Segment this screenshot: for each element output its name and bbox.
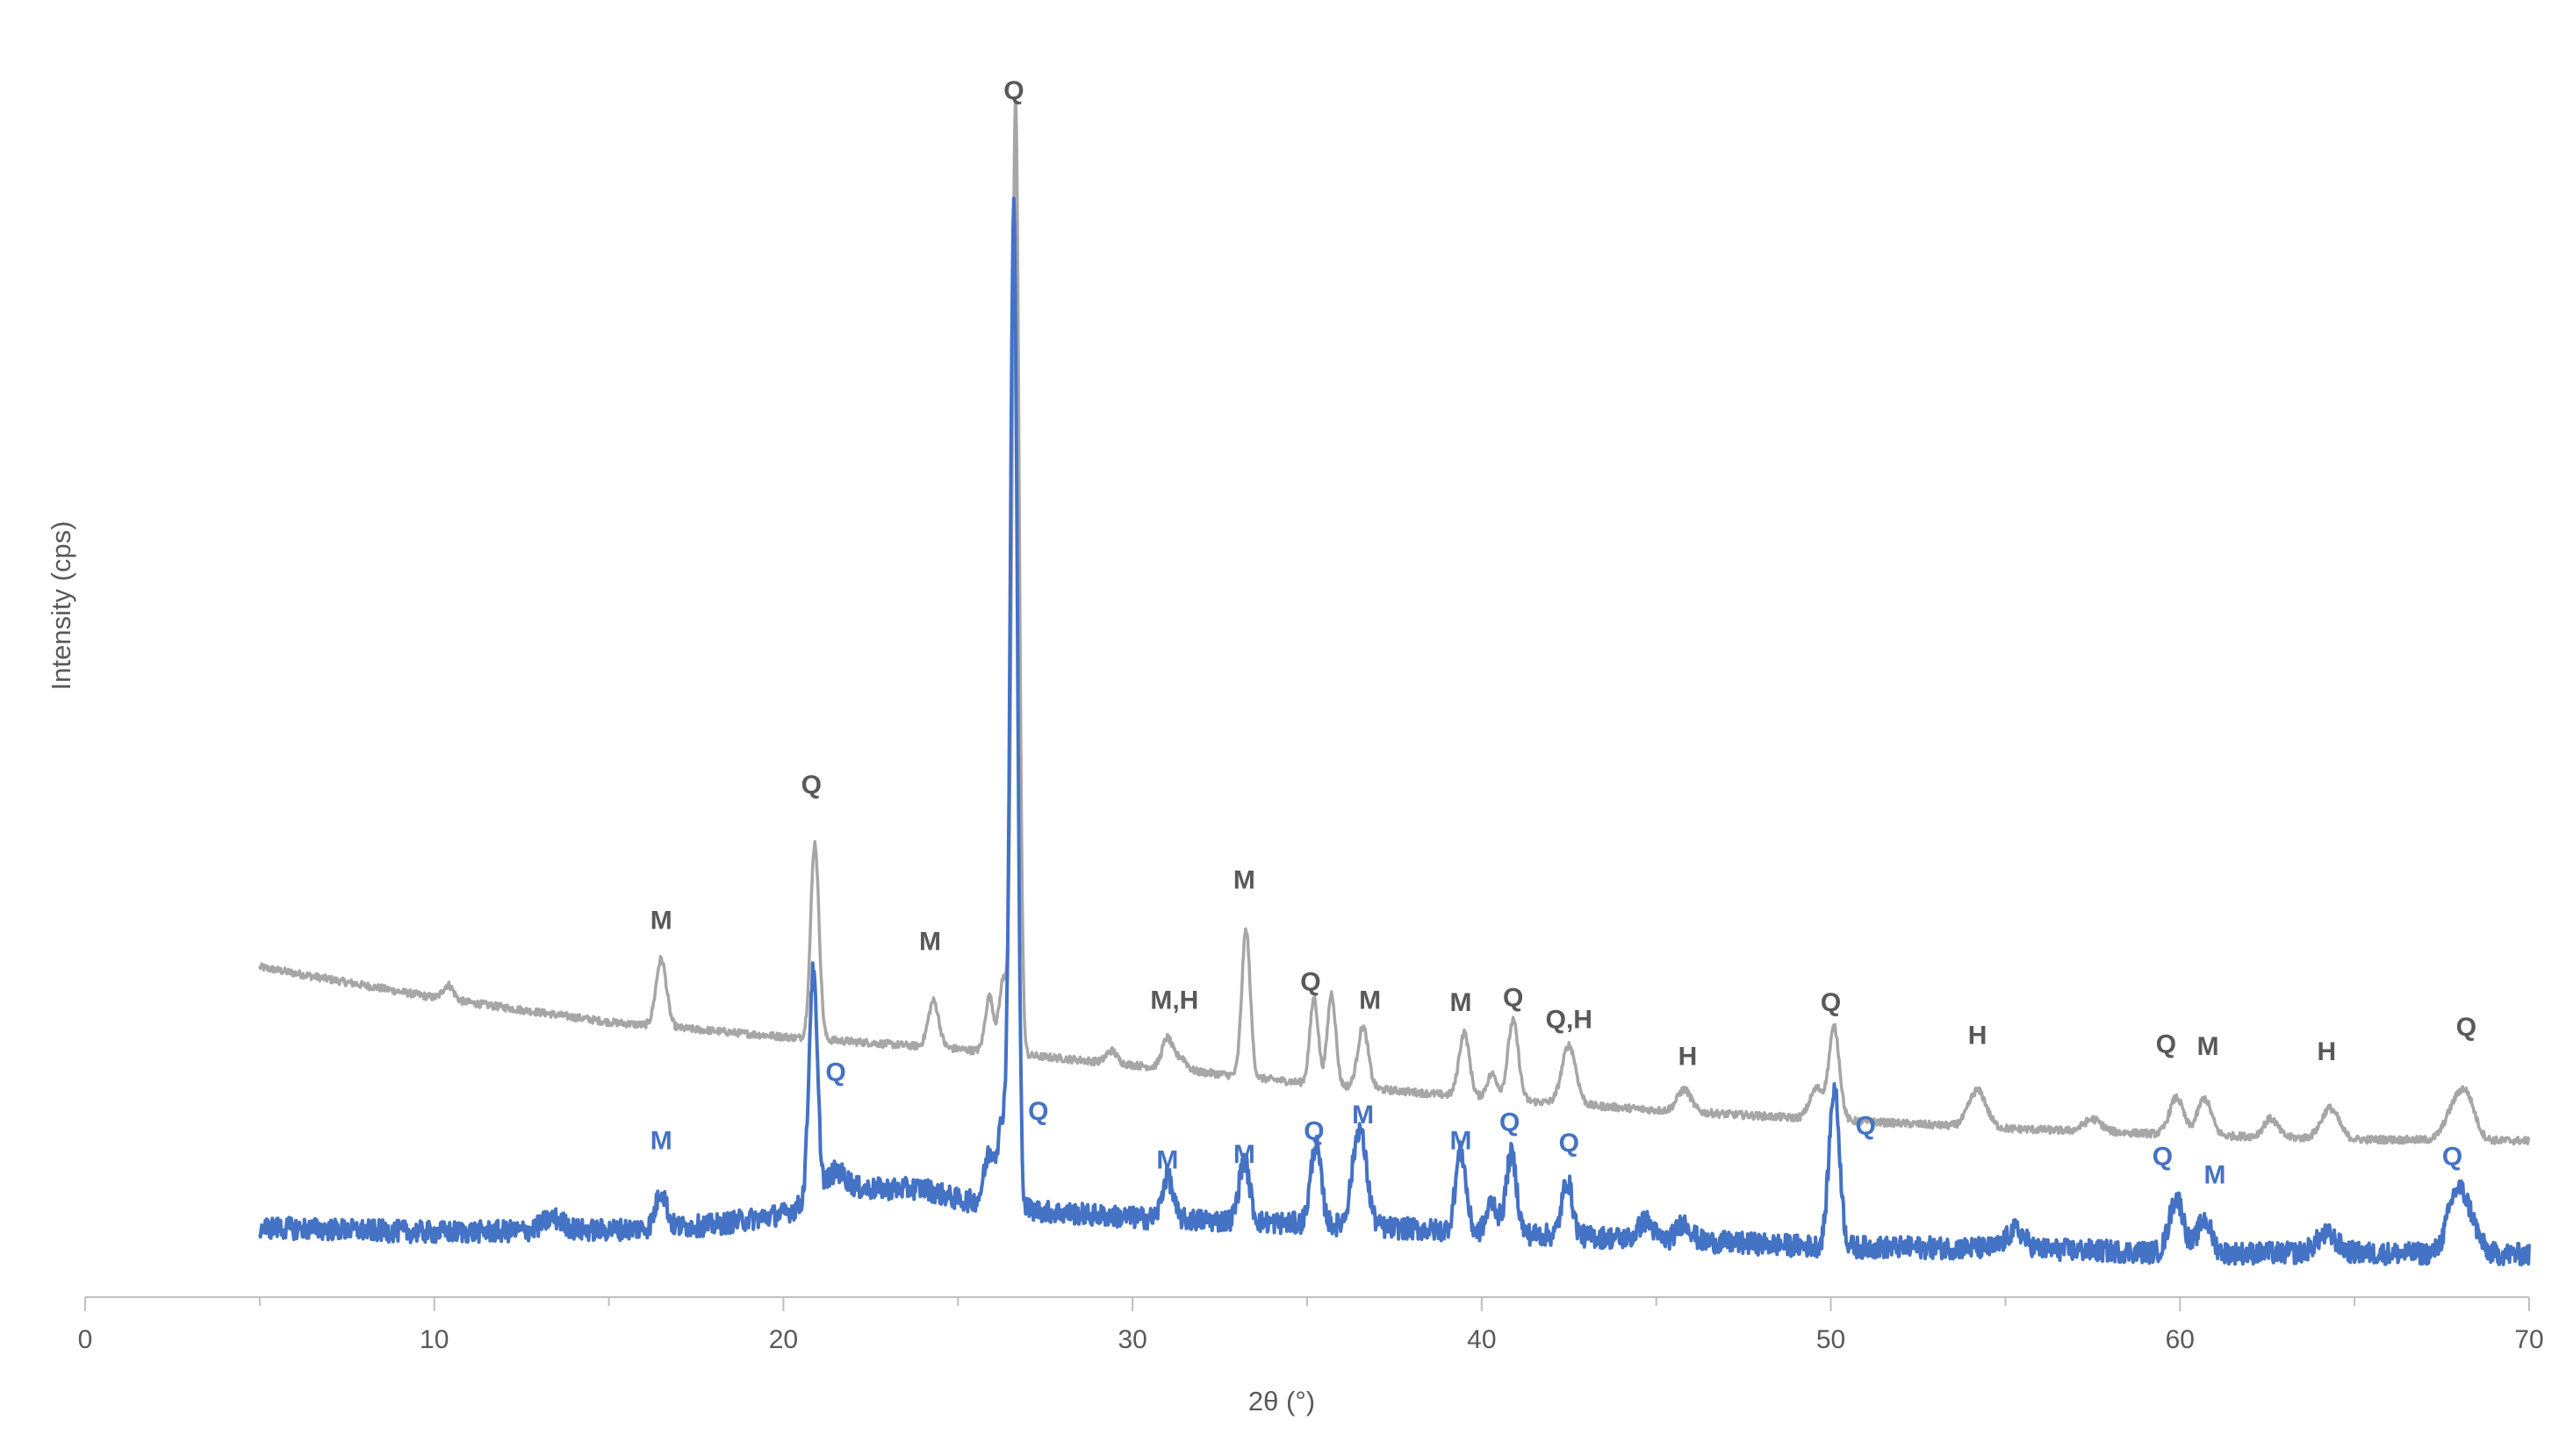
peak-label: M bbox=[919, 927, 941, 956]
peak-label: M bbox=[1449, 988, 1471, 1017]
peak-label: H bbox=[2317, 1037, 2336, 1066]
x-tick-label: 70 bbox=[2514, 1325, 2543, 1354]
peak-label: M bbox=[1156, 1146, 1178, 1175]
peak-label: H bbox=[1678, 1042, 1698, 1071]
peak-label: Q bbox=[2153, 1143, 2173, 1172]
peak-label: H bbox=[1968, 1022, 1987, 1051]
peak-label: M bbox=[650, 907, 672, 936]
peak-label: M bbox=[1233, 1140, 1255, 1169]
x-axis-title: 2θ (°) bbox=[1248, 1386, 1315, 1417]
x-tick-label: 60 bbox=[2166, 1325, 2195, 1354]
peak-label: Q bbox=[2456, 1013, 2476, 1042]
peak-label: M,H bbox=[1150, 986, 1198, 1015]
peak-label: Q bbox=[801, 771, 822, 800]
x-tick-label: 10 bbox=[420, 1325, 449, 1354]
x-tick-label: 0 bbox=[78, 1325, 93, 1354]
peak-label: M bbox=[650, 1126, 672, 1155]
peak-label: Q bbox=[1821, 988, 1841, 1017]
peak-label: Q,H bbox=[1546, 1006, 1592, 1035]
peak-label: M bbox=[2204, 1160, 2226, 1189]
peak-label: Q bbox=[1304, 1116, 1324, 1145]
peak-label: Q bbox=[1503, 983, 1523, 1012]
peak-label: M bbox=[1233, 866, 1255, 895]
lower-pattern-line bbox=[257, 197, 2531, 1266]
x-tick-label: 20 bbox=[769, 1325, 798, 1354]
peak-label: M bbox=[1449, 1126, 1471, 1155]
peak-label: Q bbox=[1856, 1112, 1876, 1141]
peak-label: Q bbox=[1499, 1108, 1520, 1137]
x-tick-label: 40 bbox=[1467, 1325, 1496, 1354]
upper-pattern-line bbox=[258, 103, 2531, 1146]
peak-label: Q bbox=[2442, 1143, 2462, 1172]
peak-label: Q bbox=[1028, 1097, 1048, 1126]
x-axis: 0 10 20 30 40 50 60 70 bbox=[78, 1296, 2544, 1354]
peak-label: Q bbox=[2156, 1029, 2176, 1058]
x-tick-label: 50 bbox=[1816, 1325, 1845, 1354]
x-tick-label: 30 bbox=[1118, 1325, 1146, 1354]
peak-label: M bbox=[1352, 1101, 1374, 1130]
y-axis-title: Intensity (cps) bbox=[46, 521, 76, 691]
peak-label: Q bbox=[1559, 1129, 1579, 1158]
peak-label: M bbox=[1359, 986, 1381, 1015]
peak-label: Q bbox=[1300, 967, 1320, 996]
series-layer bbox=[257, 103, 2531, 1266]
peak-label: Q bbox=[1003, 76, 1024, 105]
peak-label: M bbox=[2197, 1032, 2219, 1061]
peak-label: Q bbox=[825, 1058, 845, 1087]
